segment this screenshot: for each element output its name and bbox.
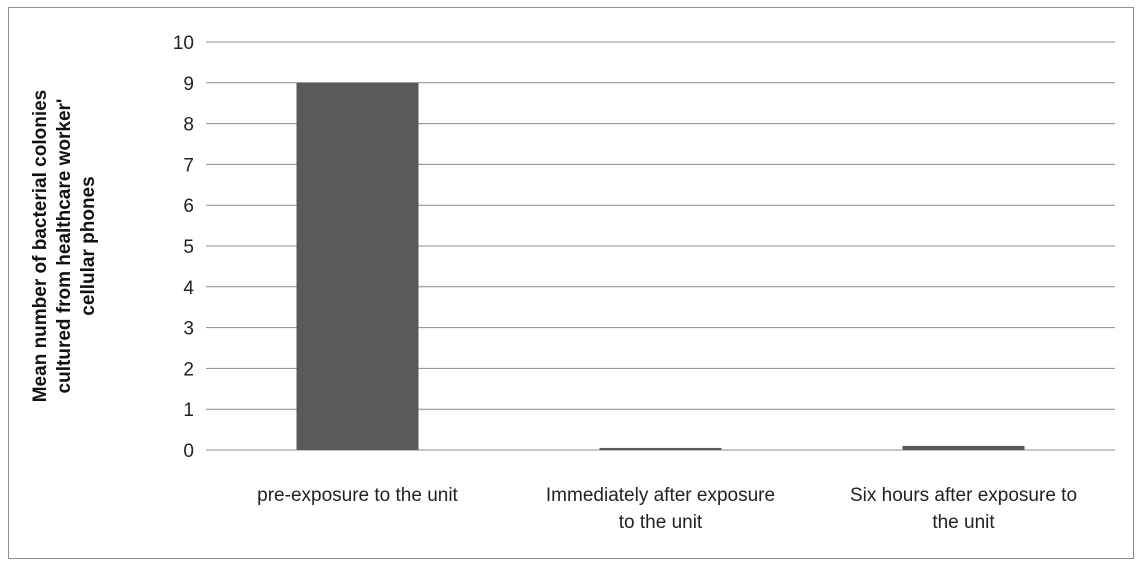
- y-tick-labels: 0 1 2 3 4 5 6 7 8 9 10: [173, 33, 195, 462]
- y-tick-label: 5: [183, 237, 194, 258]
- x-category-label: pre-exposure to the unit: [257, 485, 458, 506]
- y-tick-label: 8: [183, 115, 194, 136]
- bar: [599, 447, 722, 450]
- y-tick-label: 2: [183, 359, 194, 380]
- y-tick-label: 4: [183, 278, 194, 299]
- y-tick-label: 3: [183, 319, 194, 340]
- x-category-label: Immediately after exposure to the unit: [546, 485, 775, 533]
- y-tick-label: 6: [183, 196, 194, 217]
- y-axis-title: Mean number of bacterial colonies culture…: [30, 90, 99, 403]
- x-category-labels: pre-exposure to the unit Immediately afte…: [257, 485, 1077, 533]
- chart-frame: [8, 7, 1134, 559]
- bar: [296, 82, 419, 451]
- bars: [296, 82, 1025, 451]
- y-tick-label: 7: [183, 155, 194, 176]
- y-tick-label: 0: [183, 441, 194, 462]
- y-tick-label: 10: [173, 33, 194, 54]
- y-tick-label: 9: [183, 74, 194, 95]
- bar: [902, 445, 1025, 450]
- y-tick-label: 1: [183, 400, 194, 421]
- x-category-label: Six hours after exposure to the unit: [850, 485, 1077, 533]
- y-axis-title: Mean number of bacterial colonies culture…: [30, 90, 99, 403]
